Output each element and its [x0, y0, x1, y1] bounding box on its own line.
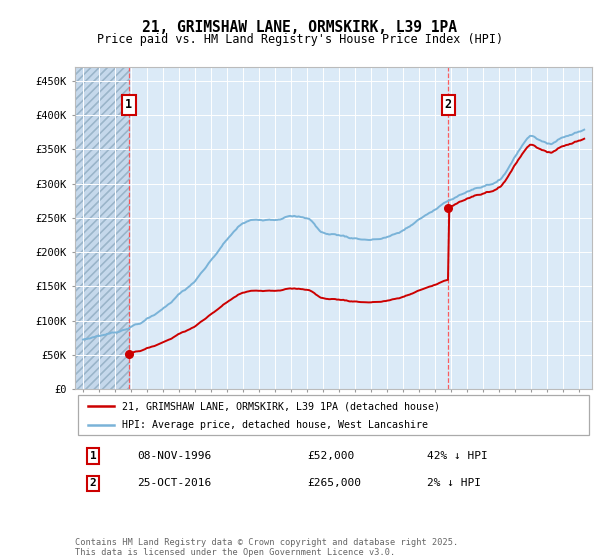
Text: 21, GRIMSHAW LANE, ORMSKIRK, L39 1PA (detached house): 21, GRIMSHAW LANE, ORMSKIRK, L39 1PA (de…: [122, 401, 440, 411]
Text: £265,000: £265,000: [308, 478, 362, 488]
Text: £52,000: £52,000: [308, 451, 355, 461]
Bar: [75, 67, 129, 389]
Text: 1: 1: [125, 99, 133, 111]
FancyBboxPatch shape: [77, 395, 589, 435]
Text: 25-OCT-2016: 25-OCT-2016: [137, 478, 211, 488]
Bar: [75, 67, 129, 389]
Text: 08-NOV-1996: 08-NOV-1996: [137, 451, 211, 461]
Text: 21, GRIMSHAW LANE, ORMSKIRK, L39 1PA: 21, GRIMSHAW LANE, ORMSKIRK, L39 1PA: [143, 21, 458, 35]
Text: 2% ↓ HPI: 2% ↓ HPI: [427, 478, 481, 488]
Text: 1: 1: [90, 451, 97, 461]
Text: Contains HM Land Registry data © Crown copyright and database right 2025.
This d: Contains HM Land Registry data © Crown c…: [75, 538, 458, 557]
Text: 42% ↓ HPI: 42% ↓ HPI: [427, 451, 487, 461]
Text: 2: 2: [90, 478, 97, 488]
Text: 2: 2: [445, 99, 452, 111]
Text: HPI: Average price, detached house, West Lancashire: HPI: Average price, detached house, West…: [122, 421, 428, 431]
Text: Price paid vs. HM Land Registry's House Price Index (HPI): Price paid vs. HM Land Registry's House …: [97, 32, 503, 46]
